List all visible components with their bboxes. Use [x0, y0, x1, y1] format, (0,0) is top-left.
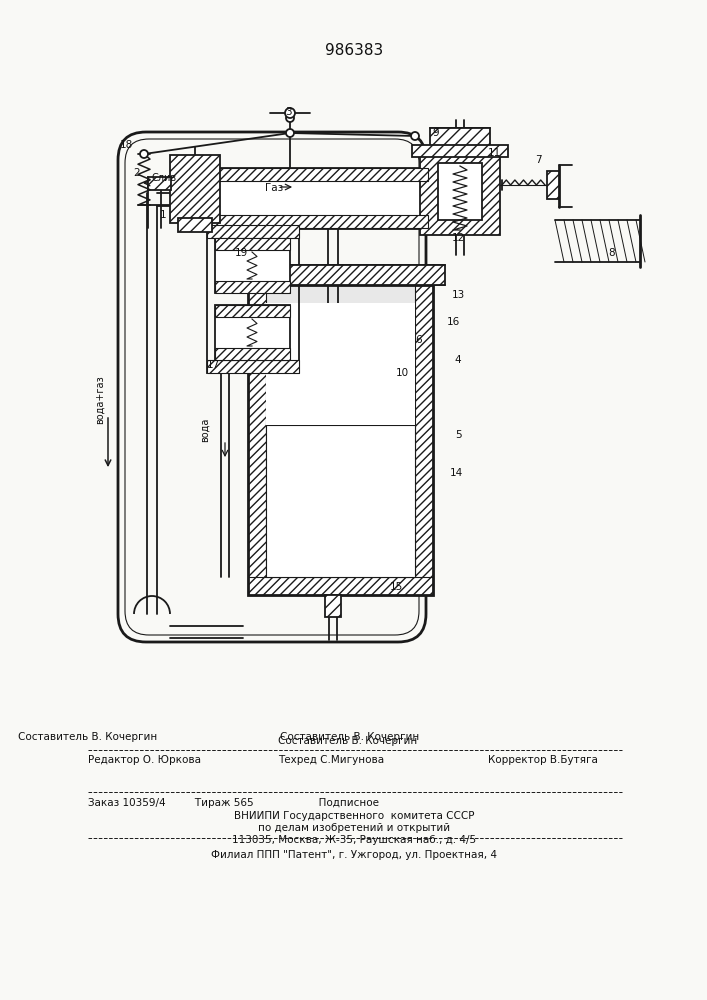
Bar	[248, 285, 433, 595]
Bar	[193, 168, 428, 181]
Bar	[215, 238, 290, 293]
Bar	[215, 305, 290, 360]
Bar	[266, 303, 415, 425]
Text: 113035, Москва, Ж-35, Раушская наб., д. 4/5: 113035, Москва, Ж-35, Раушская наб., д. …	[232, 835, 476, 845]
Text: ВНИИПИ Государственного  комитета СССР: ВНИИПИ Государственного комитета СССР	[234, 811, 474, 821]
Text: 2: 2	[133, 168, 139, 178]
Text: 11: 11	[488, 148, 501, 158]
Text: Составитель В. Кочергин: Составитель В. Кочергин	[278, 736, 417, 746]
Text: Слив: Слив	[152, 173, 177, 183]
Circle shape	[140, 150, 148, 158]
Bar	[420, 150, 500, 235]
Bar	[415, 285, 433, 595]
Bar	[266, 425, 415, 577]
Bar	[236, 265, 445, 285]
Text: вода: вода	[200, 418, 210, 442]
Text: 12: 12	[452, 233, 465, 243]
Circle shape	[411, 132, 419, 140]
Text: 18: 18	[120, 140, 133, 150]
Bar	[170, 155, 220, 223]
Bar	[148, 177, 171, 190]
Bar	[325, 595, 341, 617]
Text: 986383: 986383	[325, 43, 383, 58]
Bar	[412, 145, 508, 157]
Bar	[207, 360, 299, 373]
Text: 13: 13	[452, 290, 465, 300]
Text: Техред С.Мигунова: Техред С.Мигунова	[278, 755, 384, 765]
Text: 14: 14	[450, 468, 463, 478]
Text: 17: 17	[207, 360, 221, 370]
Bar	[215, 348, 290, 360]
Text: по делам изобретений и открытий: по делам изобретений и открытий	[258, 823, 450, 833]
Text: 7: 7	[535, 155, 542, 165]
Circle shape	[285, 108, 295, 118]
Bar	[248, 285, 266, 595]
Bar	[215, 281, 290, 293]
Text: 1: 1	[160, 210, 167, 220]
Text: Составитель В. Кочергин: Составитель В. Кочергин	[18, 732, 158, 742]
Bar	[248, 285, 433, 595]
Text: 10: 10	[396, 368, 409, 378]
Bar	[178, 218, 212, 232]
Text: 16: 16	[447, 317, 460, 327]
Bar	[438, 163, 482, 220]
Bar	[193, 215, 428, 228]
Bar	[207, 225, 299, 238]
Text: 3: 3	[285, 107, 291, 117]
Text: Заказ 10359/4         Тираж 565                    Подписное: Заказ 10359/4 Тираж 565 Подписное	[88, 798, 379, 808]
Text: вода+газ: вода+газ	[95, 376, 105, 424]
Text: Корректор В.Бутяга: Корректор В.Бутяга	[488, 755, 598, 765]
Circle shape	[286, 129, 294, 137]
Text: Газ: Газ	[265, 183, 284, 193]
Text: Составитель В. Кочергин: Составитель В. Кочергин	[280, 732, 419, 742]
Text: 4: 4	[454, 355, 461, 365]
Circle shape	[286, 114, 294, 122]
Text: 15: 15	[390, 582, 403, 592]
Text: 9: 9	[432, 128, 438, 138]
Bar	[215, 238, 290, 250]
Bar	[215, 305, 290, 317]
Text: Редактор О. Юркова: Редактор О. Юркова	[88, 755, 201, 765]
Text: Филиал ППП "Патент", г. Ужгород, ул. Проектная, 4: Филиал ППП "Патент", г. Ужгород, ул. Про…	[211, 850, 497, 860]
Bar	[193, 168, 428, 228]
Bar	[547, 171, 559, 199]
Bar	[430, 128, 490, 150]
Text: 5: 5	[455, 430, 462, 440]
Bar	[207, 225, 299, 373]
Bar	[248, 577, 433, 595]
Text: 19: 19	[235, 248, 248, 258]
Text: 6: 6	[415, 335, 421, 345]
Text: 8: 8	[608, 248, 614, 258]
